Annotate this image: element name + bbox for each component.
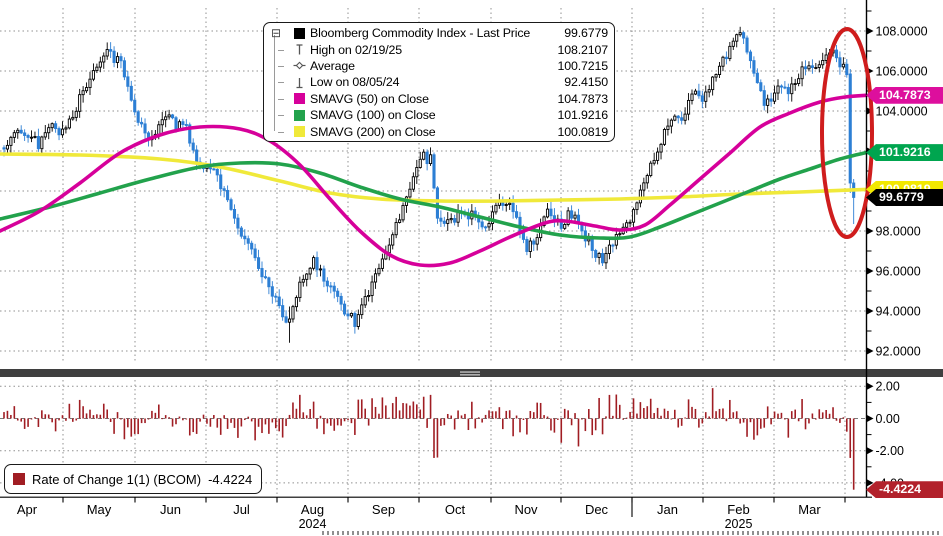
svg-text:May: May	[87, 502, 112, 517]
svg-text:106.0000: 106.0000	[876, 64, 928, 78]
svg-text:Dec: Dec	[585, 502, 609, 517]
legend-value: 92.4150	[564, 75, 608, 90]
roc-swatch	[13, 473, 25, 485]
panel-divider[interactable]	[0, 369, 943, 377]
svg-text:Sep: Sep	[372, 502, 395, 517]
roc-badge: -4.4224	[866, 481, 943, 499]
svg-text:Apr: Apr	[17, 502, 38, 517]
legend-row-last-price: ⊟ Bloomberg Commodity Index - Last Price…	[268, 25, 608, 41]
legend-label: SMAVG (50) on Close	[310, 91, 429, 106]
legend-value: 100.7215	[557, 58, 609, 73]
svg-text:2024: 2024	[299, 517, 327, 531]
svg-text:96.0000: 96.0000	[876, 264, 921, 278]
sma50-swatch	[292, 93, 306, 105]
roc-legend-value: -4.4224	[208, 471, 253, 487]
roc-legend-label: Rate of Change 1(1) (BCOM)	[32, 471, 202, 487]
svg-text:Jun: Jun	[160, 502, 181, 517]
svg-text:Mar: Mar	[798, 502, 821, 517]
legend-value: 99.6779	[564, 26, 608, 41]
legend-label: Low on 08/05/24	[310, 75, 400, 90]
svg-text:Jul: Jul	[233, 502, 250, 517]
sma50-line	[0, 93, 868, 268]
svg-text:0.00: 0.00	[876, 412, 900, 426]
roc-histogram-series	[3, 388, 855, 490]
legend-tree-line	[274, 35, 275, 131]
divider-handle[interactable]	[460, 374, 480, 376]
legend-row-sma50: SMAVG (50) on Close 104.7873	[268, 91, 608, 107]
svg-text:Nov: Nov	[514, 502, 538, 517]
low-marker-icon	[292, 76, 306, 89]
time-axis: Apr May Jun Jul Aug Sep Oct Nov Dec Jan Feb Mar 2024…	[0, 496, 872, 531]
svg-text:Feb: Feb	[727, 502, 749, 517]
legend-value: 100.0819	[557, 124, 609, 139]
sma100-line	[0, 150, 868, 241]
sma100-badge: 101.9216	[866, 144, 943, 162]
last-price-swatch	[292, 27, 306, 39]
high-marker-icon	[292, 44, 306, 56]
sma200-line	[0, 152, 868, 203]
sma50-badge: 104.7873	[866, 86, 943, 104]
svg-text:Aug: Aug	[301, 502, 324, 517]
divider-handle[interactable]	[460, 371, 480, 373]
roc-legend-box[interactable]: Rate of Change 1(1) (BCOM) -4.4224	[4, 464, 262, 494]
svg-text:108.0000: 108.0000	[876, 24, 928, 38]
svg-text:98.0000: 98.0000	[876, 224, 921, 238]
price-legend-box[interactable]: ⊟ Bloomberg Commodity Index - Last Price…	[263, 22, 615, 142]
last-price-badge: 99.6779	[866, 188, 943, 206]
crash-circle-annotation	[820, 27, 874, 239]
svg-text:Jan: Jan	[657, 502, 678, 517]
price-axis: 108.0000106.0000104.0000102.0000100.0000…	[865, 0, 928, 497]
legend-value: 101.9216	[557, 108, 609, 123]
legend-value: 104.7873	[557, 91, 609, 106]
sma200-swatch	[292, 126, 306, 138]
tree-toggle-icon[interactable]: ⊟	[271, 26, 281, 40]
legend-row-low: Low on 08/05/24 92.4150	[268, 74, 608, 90]
svg-text:2.00: 2.00	[876, 380, 900, 394]
legend-label: Average	[310, 58, 355, 73]
sma100-swatch	[292, 109, 306, 121]
legend-label: Bloomberg Commodity Index - Last Price	[310, 26, 531, 41]
legend-row-average: Average 100.7215	[268, 58, 608, 74]
svg-text:104.0000: 104.0000	[876, 104, 928, 118]
legend-label: High on 02/19/25	[310, 42, 402, 57]
legend-label: SMAVG (200) on Close	[310, 124, 436, 139]
legend-row-high: High on 02/19/25 108.2107	[268, 41, 608, 57]
svg-text:Oct: Oct	[445, 502, 466, 517]
legend-row-sma200: SMAVG (200) on Close 100.0819	[268, 123, 608, 139]
legend-value: 108.2107	[557, 42, 609, 57]
average-marker-icon	[292, 60, 306, 72]
legend-label: SMAVG (100) on Close	[310, 108, 436, 123]
svg-text:92.0000: 92.0000	[876, 344, 921, 358]
legend-row-sma100: SMAVG (100) on Close 101.9216	[268, 107, 608, 123]
svg-text:-2.00: -2.00	[876, 444, 905, 458]
svg-text:2025: 2025	[725, 517, 753, 531]
clipped-footer-text	[322, 531, 940, 535]
svg-text:94.0000: 94.0000	[876, 304, 921, 318]
